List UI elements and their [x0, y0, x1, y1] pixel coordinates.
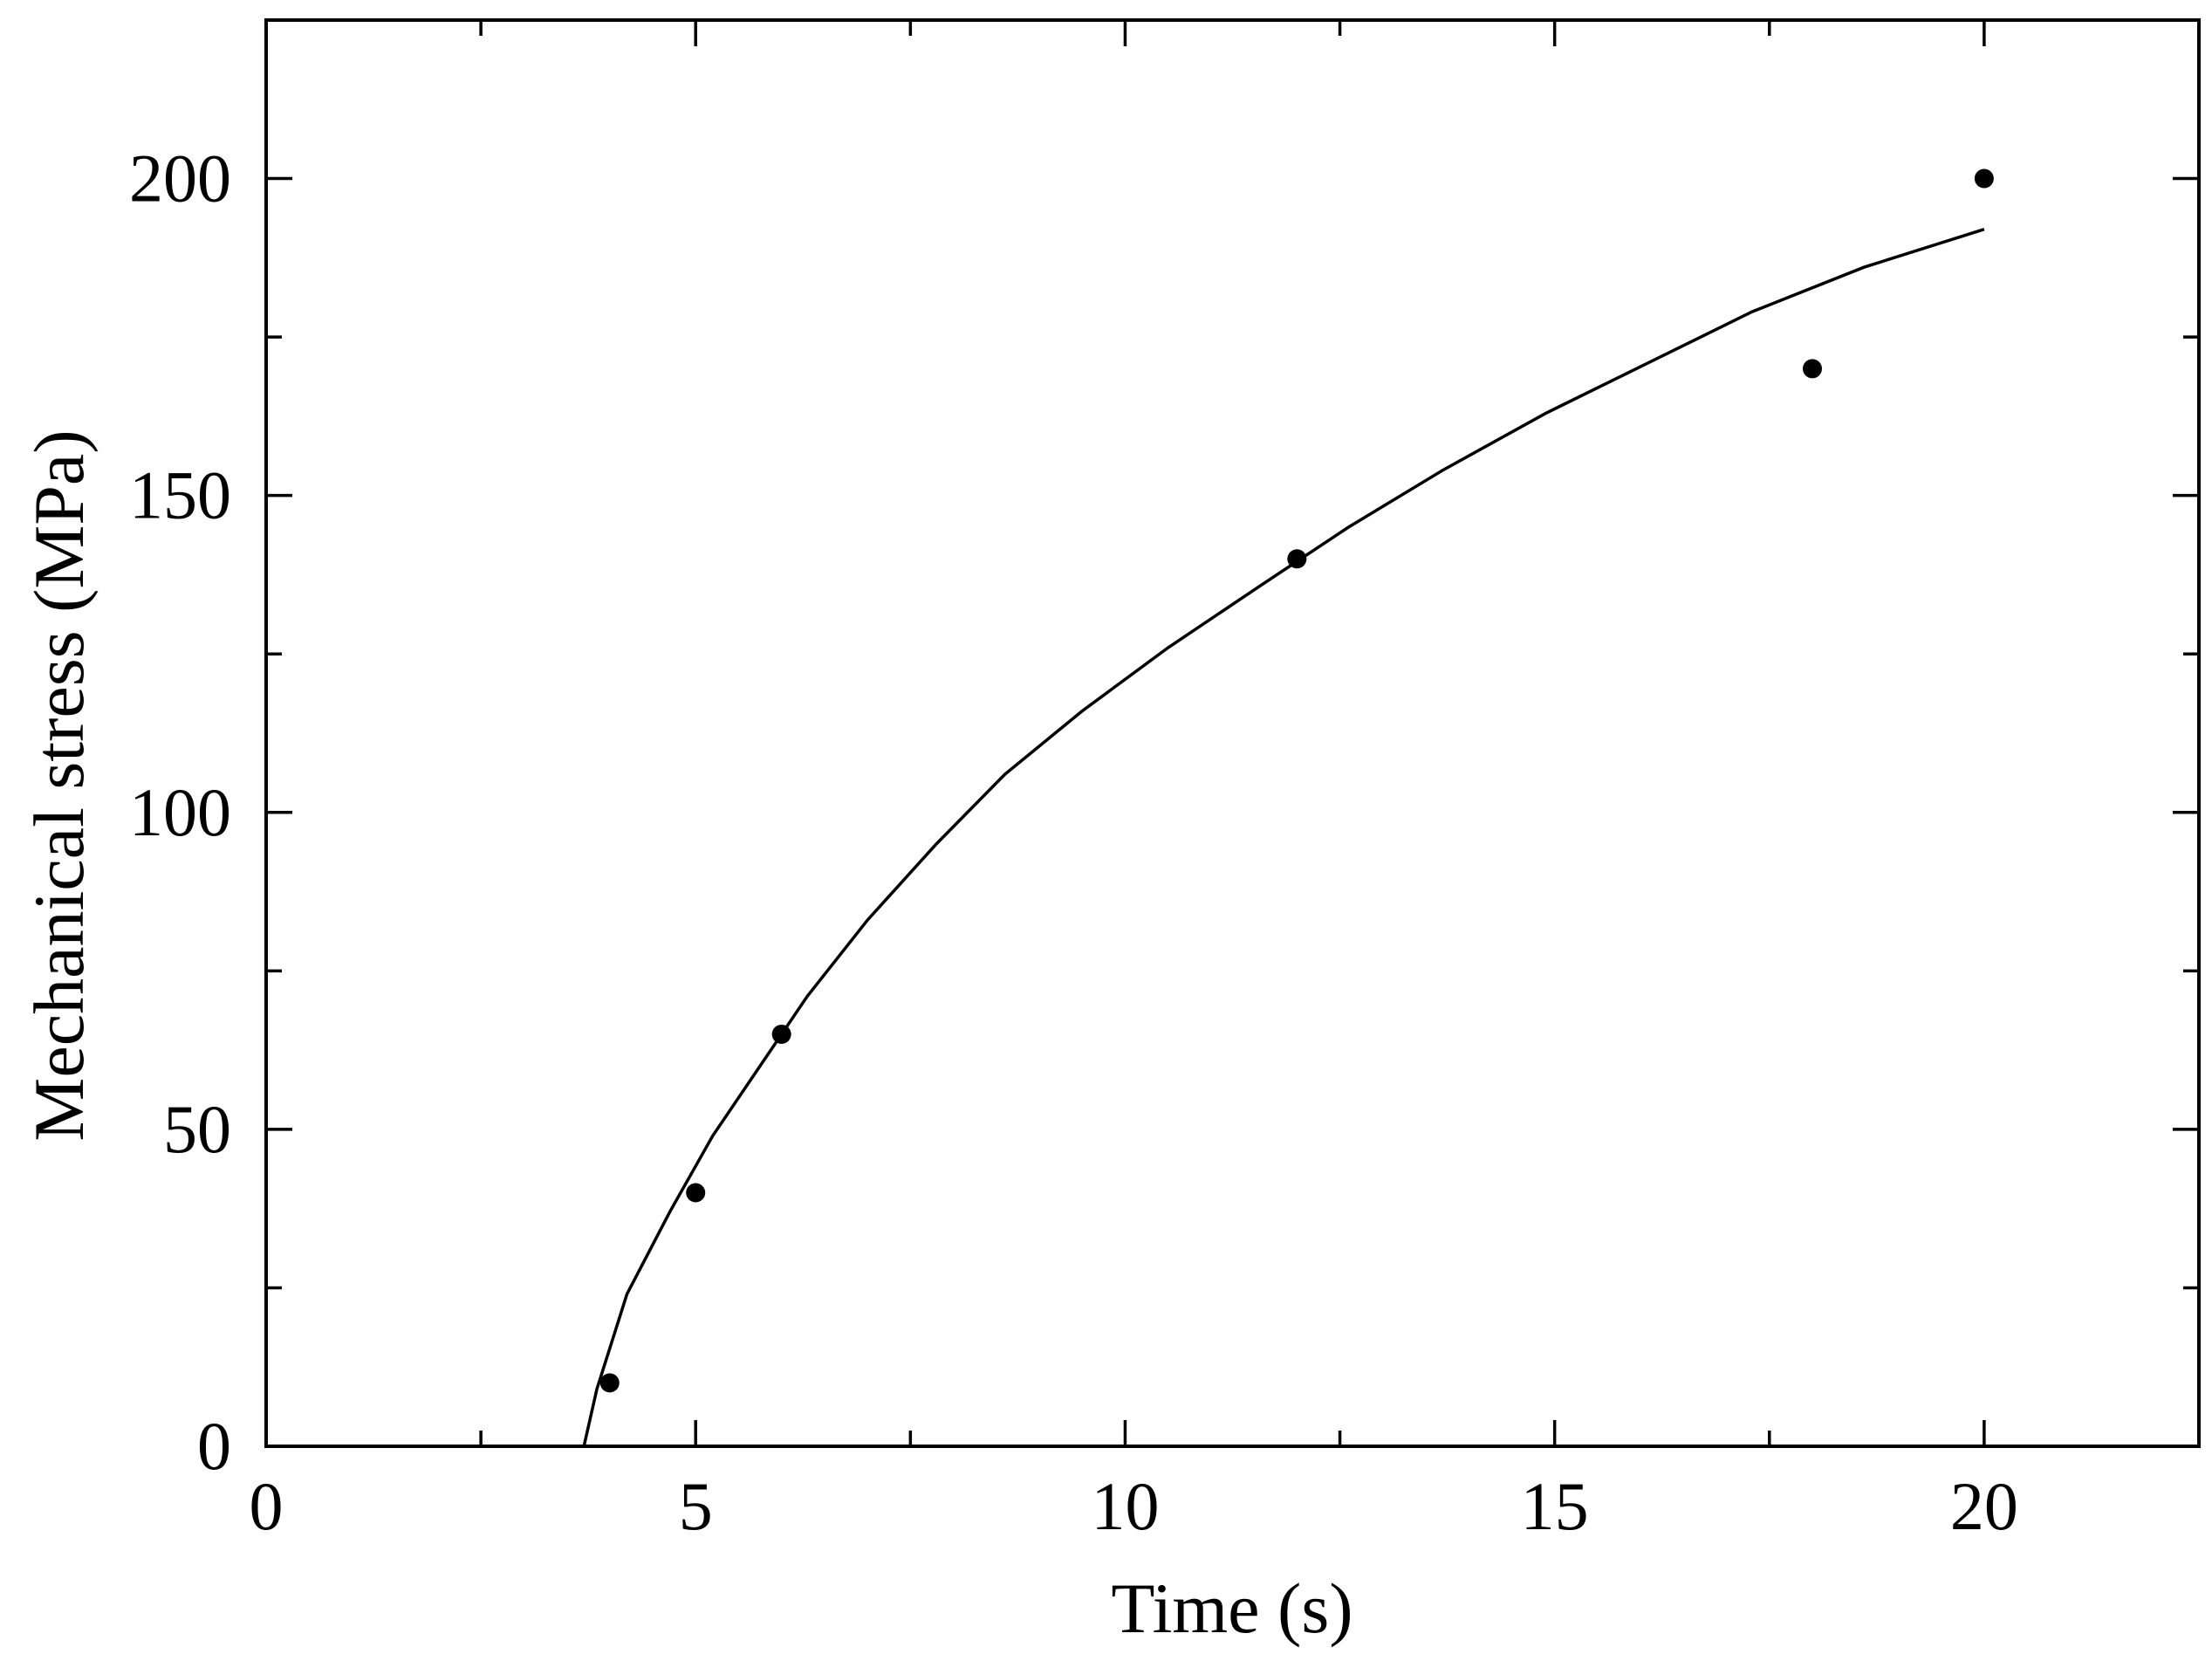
x-tick-label: 20 [1950, 1468, 2018, 1544]
ticks-layer [264, 20, 2199, 1448]
data-point [1974, 168, 1994, 189]
x-axis-title: Time (s) [1111, 1568, 1353, 1648]
data-point [686, 1183, 706, 1203]
x-tick-label: 0 [250, 1468, 284, 1544]
data-point [599, 1373, 620, 1393]
series-layer [582, 168, 1994, 1447]
fit-curve [582, 228, 1985, 1447]
x-tick-label: 5 [679, 1468, 713, 1544]
x-tick-label: 15 [1521, 1468, 1589, 1544]
y-tick-label: 100 [129, 774, 231, 850]
data-point [1803, 359, 1822, 379]
y-tick-label: 0 [197, 1408, 231, 1484]
y-tick-label: 150 [129, 457, 231, 533]
y-tick-label: 50 [163, 1091, 231, 1167]
y-axis-title: Mechanical stress (MPa) [19, 429, 99, 1141]
y-tick-label: 200 [129, 141, 231, 216]
x-tick-label: 10 [1091, 1468, 1159, 1544]
plot-frame [264, 18, 2201, 1448]
